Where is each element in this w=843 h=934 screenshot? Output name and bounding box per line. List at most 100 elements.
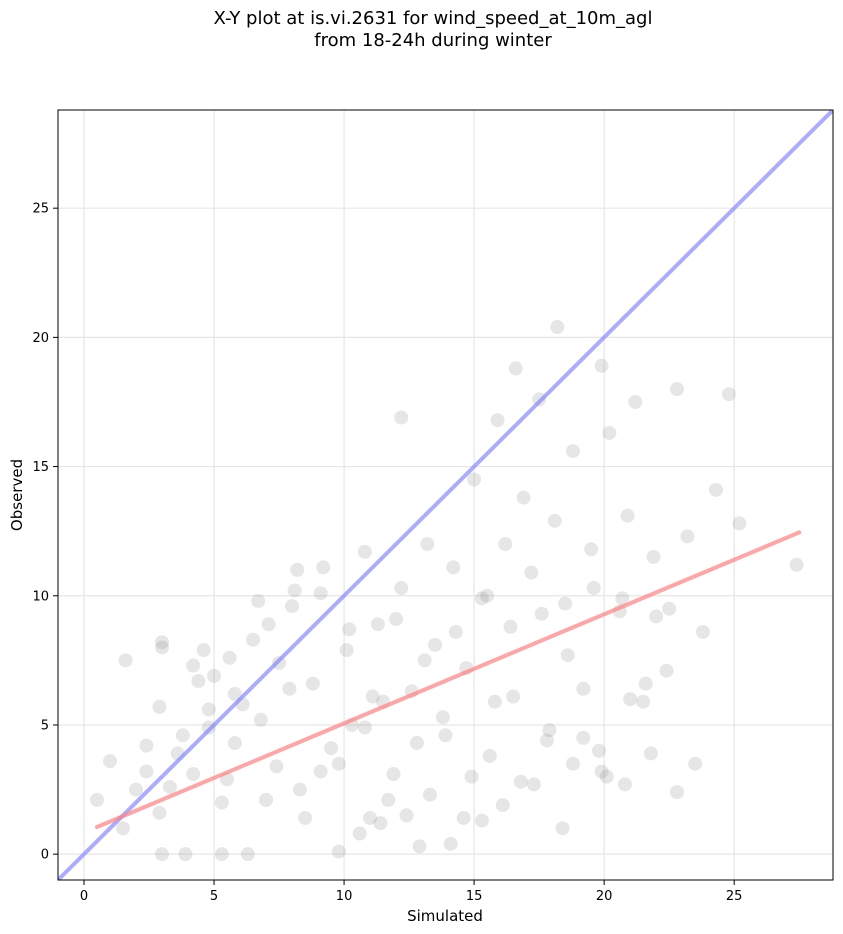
data-point: [438, 728, 453, 743]
data-point: [560, 648, 575, 663]
data-point: [155, 847, 170, 862]
data-point: [292, 782, 307, 797]
data-point: [649, 609, 664, 624]
data-point: [214, 795, 229, 810]
chart-title: X-Y plot at is.vi.2631 for wind_speed_at…: [0, 8, 843, 52]
data-point: [591, 743, 606, 758]
data-point: [331, 844, 346, 859]
data-point: [196, 643, 211, 658]
data-point: [539, 733, 554, 748]
data-point: [669, 382, 684, 397]
data-point: [399, 808, 414, 823]
data-point: [155, 635, 170, 650]
data-point: [646, 550, 661, 565]
data-point: [155, 640, 170, 655]
data-point: [373, 816, 388, 831]
data-point: [342, 622, 357, 637]
data-point: [381, 792, 396, 807]
data-point: [227, 686, 242, 701]
data-point: [615, 591, 630, 606]
data-point: [602, 425, 617, 440]
data-point: [152, 805, 167, 820]
data-point: [420, 537, 435, 552]
data-point: [162, 779, 177, 794]
data-point: [116, 821, 131, 836]
data-point: [139, 738, 154, 753]
y-tick-label: 10: [32, 589, 49, 604]
data-point: [175, 728, 190, 743]
data-point: [448, 624, 463, 639]
data-point: [498, 537, 513, 552]
data-point: [680, 529, 695, 544]
data-point: [287, 583, 302, 598]
data-point: [695, 624, 710, 639]
data-point: [240, 847, 255, 862]
data-point: [586, 581, 601, 596]
data-point: [623, 692, 638, 707]
data-point: [313, 764, 328, 779]
chart-title-line-2: from 18-24h during winter: [314, 30, 552, 51]
reference-lines: [58, 110, 833, 880]
y-tick-label: 5: [41, 718, 49, 733]
data-point: [446, 560, 461, 575]
data-point: [139, 764, 154, 779]
data-point: [207, 668, 222, 683]
data-point: [186, 658, 201, 673]
data-point: [659, 663, 674, 678]
data-point: [789, 557, 804, 572]
data-point: [269, 759, 284, 774]
data-point: [357, 720, 372, 735]
data-point: [435, 710, 450, 725]
data-point: [201, 702, 216, 717]
x-axis-ticks: 0 5 10 15 20 25: [80, 880, 743, 904]
data-point: [251, 593, 266, 608]
data-point: [443, 836, 458, 851]
x-tick-label: 25: [726, 889, 743, 904]
data-point: [617, 777, 632, 792]
data-point: [365, 689, 380, 704]
fit-line: [95, 530, 802, 830]
data-point: [352, 826, 367, 841]
data-point: [313, 586, 328, 601]
data-point: [389, 612, 404, 627]
data-point: [428, 637, 443, 652]
data-point: [516, 490, 531, 505]
data-point: [688, 756, 703, 771]
data-point: [222, 650, 237, 665]
data-point: [253, 712, 268, 727]
data-point: [259, 792, 274, 807]
data-point: [370, 617, 385, 632]
data-point: [495, 798, 510, 813]
data-point: [576, 681, 591, 696]
chart-title-line-1: X-Y plot at is.vi.2631 for wind_speed_at…: [213, 8, 653, 29]
data-point: [417, 653, 432, 668]
data-point: [506, 689, 521, 704]
data-point: [409, 736, 424, 751]
data-point: [662, 601, 677, 616]
data-point: [547, 513, 562, 528]
data-point: [628, 394, 643, 409]
data-point: [584, 542, 599, 557]
data-point: [316, 560, 331, 575]
grid: [58, 110, 833, 880]
data-point: [186, 767, 201, 782]
data-point: [482, 748, 497, 763]
data-point: [464, 769, 479, 784]
data-point: [152, 699, 167, 714]
data-point: [594, 358, 609, 373]
data-point: [565, 756, 580, 771]
data-point: [129, 782, 144, 797]
data-point: [227, 736, 242, 751]
plot-frame: [57, 109, 834, 881]
data-point: [558, 596, 573, 611]
data-point: [412, 839, 427, 854]
data-point: [513, 774, 528, 789]
data-point: [565, 444, 580, 459]
data-point: [324, 741, 339, 756]
data-point: [422, 787, 437, 802]
data-point: [721, 387, 736, 402]
y-axis-ticks: 0 5 10 15 20 25: [32, 202, 58, 863]
data-point: [576, 730, 591, 745]
y-axis-label: Observed: [8, 459, 26, 531]
